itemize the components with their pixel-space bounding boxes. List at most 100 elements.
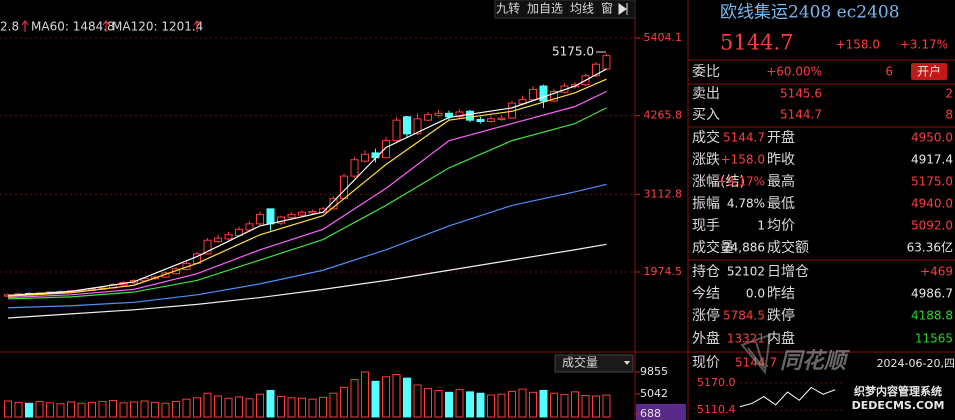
row-label: 昨收 [767,152,795,168]
quote-change: +158.0 [836,38,880,52]
row-value: 1 [757,219,765,233]
row-label: 现手 [692,218,720,234]
row-label: 今结 [692,286,720,302]
ma-line [7,78,607,297]
volume-bar [508,390,516,418]
ma-line [7,243,607,319]
volume-bar [550,392,558,418]
row-value: 4940.0 [911,197,953,211]
row-value: 5145.6 [780,87,822,101]
candle-body [403,116,411,135]
volume-bar [25,402,33,418]
volume-bar [88,401,96,418]
quote-price: 5144.7 [720,31,793,55]
candle-body [308,211,317,214]
volume-bar [539,389,548,418]
button-label[interactable]: 开户 [917,64,941,79]
volume-bar [182,398,191,418]
candle-body [224,234,233,240]
legend-arrow [21,20,29,32]
candle-body [476,118,485,123]
volume-bar [245,398,254,418]
volume-bar [277,395,285,418]
volume-bar [445,391,453,418]
intraday-tick-label: 5170.0 [697,376,736,389]
watermark-site: DEDECMS.COM [852,399,945,412]
volume-bar [382,376,390,418]
volume-bar [266,389,275,418]
row-value: 13321 [727,332,765,346]
watermark: 同花顺 [740,333,850,375]
volume-bar [14,401,23,418]
row-value: 63.36亿 [907,240,953,255]
toolbar-button[interactable]: 九转 [496,1,520,16]
toolbar-button[interactable]: 加自选 [527,2,563,16]
volume-bar [319,396,327,418]
intraday-line [739,386,836,408]
y-tick-label: 5404.1 [644,31,683,44]
candle-body [592,63,600,77]
row-label: 昨结 [767,286,795,302]
volume-bar [203,392,212,418]
watermark-site: 织梦内容管理系统 [854,384,942,398]
row-label: 均价 [767,218,795,234]
y-tick-label: 4265.8 [644,109,683,122]
watermark-brand: 同花顺 [780,349,850,374]
candle-body [245,223,254,231]
legend-item: 2.8 [0,20,19,34]
volume-bar [46,402,54,418]
volume-tab[interactable] [554,354,634,373]
volume-tick-label: 688 [640,407,661,420]
ma-line [7,183,607,309]
volume-bar [340,386,348,418]
row-label: 最低 [767,196,795,212]
candle-body [382,140,390,159]
row-value: 4917.4 [911,153,953,167]
volume-bar [98,400,107,418]
candle-body [350,159,359,177]
row-label: 涨停 [692,307,720,324]
legend-arrow [193,20,201,32]
volume-bar [298,397,306,418]
candle-body [539,85,548,102]
toolbar-icon[interactable] [618,3,628,15]
volume-bar [560,394,569,418]
row-value: +3.17% [717,175,765,189]
watermark-bg [843,384,955,412]
row-value: +60.00% [766,65,822,79]
legend-item: MA60: 1484.8 [31,20,115,34]
volume-bar [497,393,506,418]
volume-bar [172,400,180,418]
row-value: 5144.7 [723,131,765,145]
row-value: 4.78% [727,197,765,211]
row-value: 0.0 [746,287,765,301]
y-tick-label: 3112.8 [644,187,683,200]
volume-bar [109,400,117,418]
volume-bar [67,401,75,418]
volume-bar [602,394,611,418]
volume-bar [214,395,222,418]
volume-bar [77,402,86,418]
open-account-button[interactable] [911,63,947,80]
volume-tick-label: 5042 [640,387,668,400]
toolbar-button[interactable]: 均线 [570,2,594,16]
intraday-tick-label: 5110.4 [697,403,736,416]
volume-bar [56,403,65,418]
candle-body [550,90,558,102]
row-label: 成交 [692,129,720,146]
row-value: 2 [945,87,953,101]
candle-body [487,118,495,123]
row-label: 涨幅(结) [692,174,745,190]
toolbar-button[interactable]: 窗 [601,2,613,16]
volume-bar [403,377,411,418]
candle-body [214,237,222,243]
volume-bar [235,396,243,418]
row-label: 卖出 [692,86,720,102]
volume-bar [151,401,159,418]
volume-tick-label: 9855 [640,365,668,378]
quote-change-pct: +3.17% [900,38,948,52]
row-label: 涨跌 [692,152,720,168]
row-value: 5144.7 [780,108,822,122]
volume-bar [392,373,401,418]
volume-bar [287,397,296,418]
